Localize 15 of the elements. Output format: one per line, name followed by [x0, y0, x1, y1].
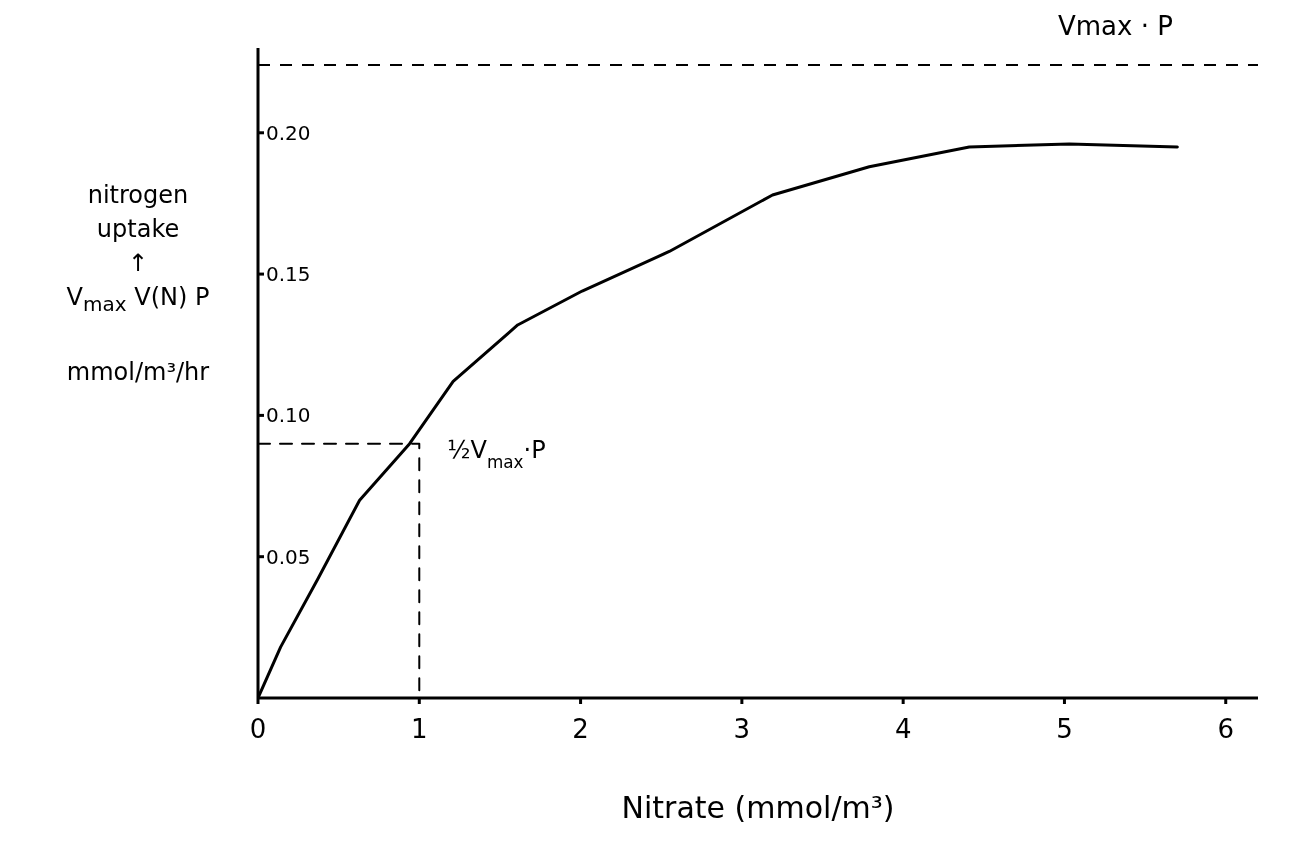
- x-tick-label: 2: [572, 714, 589, 745]
- x-tick-label: 3: [733, 714, 751, 745]
- x-axis-title: Nitrate (mmol/m³): [621, 790, 895, 825]
- x-tick-label: 5: [1056, 714, 1073, 745]
- y-tick-label: 0.20: [266, 120, 311, 145]
- y-tick-label: 0.05: [266, 544, 311, 569]
- text: nitrogen uptake ↑ V$_{max}$ V(N) P mmol/m³/hr: [66, 181, 210, 386]
- y-tick-label: 0.15: [266, 262, 311, 287]
- y-tick-label: 0.10: [266, 403, 311, 428]
- ref-line-label: Vmax · P: [1058, 10, 1173, 41]
- x-tick-label: 4: [894, 714, 912, 745]
- x-tick-label: 6: [1217, 714, 1235, 745]
- x-tick-label: 0: [249, 714, 267, 745]
- x-tick-label: 1: [411, 714, 428, 745]
- annotation: ½V$_{max}$·P: [447, 435, 546, 472]
